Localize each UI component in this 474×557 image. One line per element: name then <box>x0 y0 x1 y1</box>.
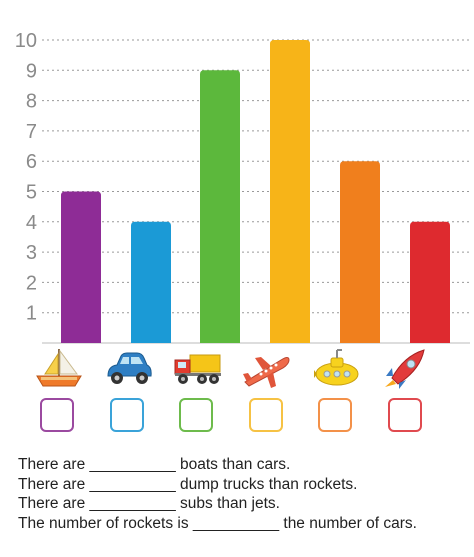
answer-box-dump-truck[interactable] <box>179 398 213 432</box>
bar-sub <box>340 161 380 343</box>
answer-box-rocket[interactable] <box>388 398 422 432</box>
bar-rocket <box>410 221 450 343</box>
bar-boat <box>61 191 101 343</box>
jet-icon <box>243 357 290 388</box>
answer-box-jet[interactable] <box>249 398 283 432</box>
answer-boxes-row <box>0 398 474 440</box>
answer-box-boat[interactable] <box>40 398 74 432</box>
rocket-icon <box>385 349 425 389</box>
sentence-trucks-rockets: There are __________ dump trucks than ro… <box>18 475 358 493</box>
y-tick-label: 9 <box>26 60 37 82</box>
y-tick-label: 1 <box>26 303 37 325</box>
dump-truck-icon <box>174 354 221 384</box>
car-icon <box>107 352 152 384</box>
bar-jet <box>270 40 310 343</box>
y-tick-label: 8 <box>26 91 37 113</box>
fill-in-sentences: There are __________ boats than cars. Th… <box>18 455 468 533</box>
answer-box-sub[interactable] <box>318 398 352 432</box>
y-tick-label: 3 <box>26 242 37 264</box>
y-tick-label: 6 <box>26 151 37 173</box>
bar-dump-truck <box>200 70 240 344</box>
vehicle-icons-row <box>0 346 474 394</box>
y-tick-label: 5 <box>26 182 37 204</box>
sentence-rockets-cars: The number of rockets is __________ the … <box>18 514 417 532</box>
y-tick-label: 10 <box>15 30 37 52</box>
y-tick-label: 2 <box>26 272 37 294</box>
bar-car <box>131 221 171 343</box>
sailboat-icon <box>36 349 82 387</box>
bar-chart: 1 2 3 4 5 6 7 8 9 10 <box>15 30 470 344</box>
y-tick-label: 4 <box>26 212 37 234</box>
sentence-subs-jets: There are __________ subs than jets. <box>18 495 280 512</box>
submarine-icon <box>314 349 359 386</box>
sentence-boats-cars: There are __________ boats than cars. <box>18 456 291 473</box>
y-tick-label: 7 <box>26 121 37 143</box>
answer-box-car[interactable] <box>110 398 144 432</box>
